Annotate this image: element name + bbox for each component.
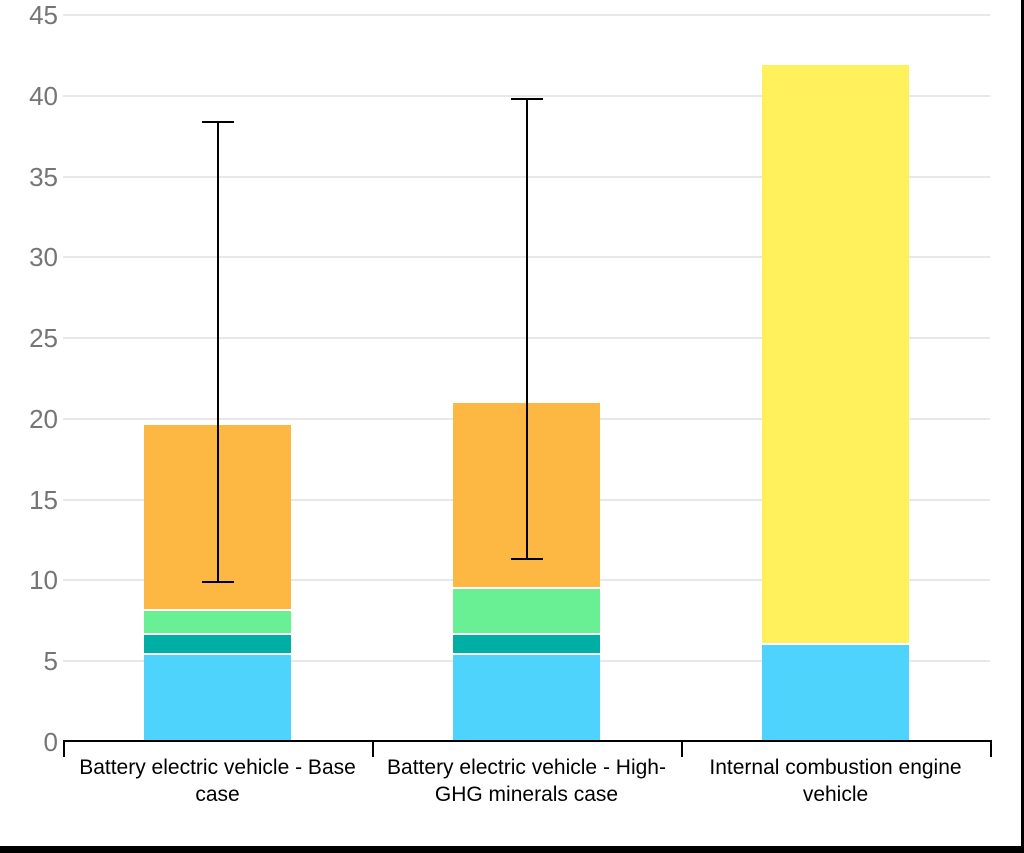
y-axis-tick-label: 0	[43, 727, 58, 757]
x-axis-tick	[681, 740, 683, 757]
x-axis-tick	[63, 740, 65, 757]
x-axis-label: Internal combustion engine vehicle	[709, 756, 962, 806]
bar-segment-teal-segment	[144, 635, 291, 655]
bar-segment-teal-segment	[453, 635, 600, 655]
y-axis-tick-label: 30	[29, 242, 58, 273]
bar-segment-cyan-segment	[144, 654, 291, 742]
y-axis-tick-label: 45	[29, 0, 58, 30]
y-axis-tick-label: 25	[29, 323, 58, 354]
error-bar-cap	[201, 581, 234, 584]
bar-segment-cyan-segment	[453, 654, 600, 742]
error-bar-cap	[201, 120, 234, 123]
error-bar-cap	[510, 558, 543, 561]
y-axis-tick-label: 5	[43, 646, 58, 677]
bar-segment-yellow-segment	[762, 65, 909, 646]
y-axis-tick-label: 10	[29, 565, 58, 596]
y-axis-tick-label: 15	[29, 484, 58, 515]
bar-segment-cyan-segment	[762, 645, 909, 742]
error-bar-line	[525, 99, 528, 560]
x-axis-label: Battery electric vehicle - Base case	[79, 756, 356, 806]
x-axis-tick	[372, 740, 374, 757]
bar-segment-green-segment	[453, 588, 600, 636]
error-bar-line	[216, 121, 219, 583]
y-axis-tick-label: 40	[29, 80, 58, 111]
y-axis-tick-label: 20	[29, 403, 58, 434]
gridline	[63, 94, 990, 97]
bar-segment-green-segment	[144, 611, 291, 636]
gridline	[63, 14, 990, 16]
x-axis-tick	[990, 740, 992, 757]
x-axis-line	[63, 740, 992, 742]
y-axis-tick-label: 35	[29, 161, 58, 192]
error-bar-cap	[510, 98, 543, 100]
x-axis-label: Battery electric vehicle - High-GHG mine…	[387, 756, 666, 806]
